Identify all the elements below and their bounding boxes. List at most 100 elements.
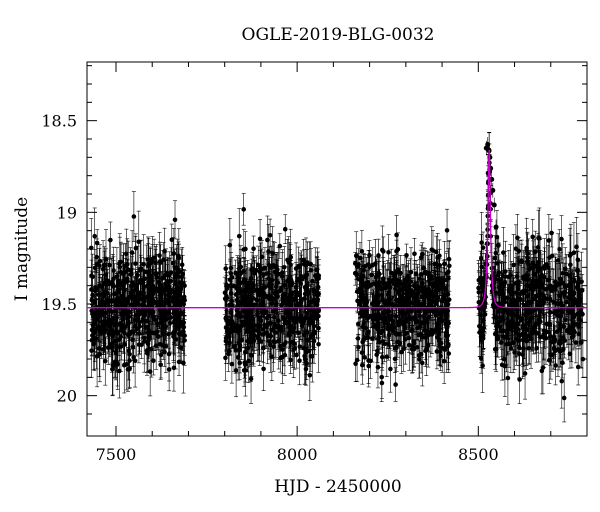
- data-point: [170, 298, 175, 304]
- data-point: [269, 354, 275, 360]
- data-point: [147, 280, 153, 286]
- data-point: [255, 298, 260, 303]
- data-point: [254, 288, 260, 294]
- data-point: [273, 263, 279, 269]
- data-point: [95, 324, 101, 329]
- data-point: [250, 323, 256, 328]
- data-point: [119, 327, 124, 333]
- data-point: [228, 265, 234, 271]
- data-point: [262, 294, 267, 300]
- data-point: [259, 266, 264, 272]
- data-point: [137, 267, 143, 273]
- data-point: [272, 269, 278, 275]
- data-point: [288, 254, 294, 260]
- data-point: [245, 345, 250, 351]
- data-point: [103, 272, 108, 278]
- data-point: [158, 362, 163, 368]
- data-point: [282, 316, 287, 322]
- data-point: [282, 282, 287, 288]
- data-point: [241, 207, 246, 212]
- data-point: [227, 277, 233, 283]
- data-point: [240, 319, 245, 325]
- data-point: [315, 274, 321, 280]
- data-point: [264, 315, 270, 321]
- data-point: [112, 291, 117, 297]
- data-point: [92, 233, 98, 239]
- data-point: [266, 283, 272, 289]
- data-point: [239, 301, 244, 306]
- data-point: [304, 272, 310, 278]
- data-point: [178, 345, 184, 351]
- data-point: [176, 253, 181, 259]
- data-point: [176, 359, 182, 365]
- data-point: [162, 307, 168, 313]
- data-point: [227, 302, 232, 308]
- data-point: [102, 300, 108, 306]
- data-point: [271, 324, 277, 330]
- data-point: [303, 366, 309, 372]
- data-point: [265, 237, 270, 243]
- data-point: [146, 338, 151, 343]
- data-point: [177, 280, 182, 285]
- data-point: [141, 335, 147, 341]
- data-point: [92, 288, 98, 294]
- data-point: [307, 372, 313, 378]
- data-point: [224, 283, 229, 289]
- data-point: [171, 330, 177, 336]
- data-point: [168, 270, 174, 275]
- chart-title: OGLE-2019-BLG-0032: [242, 25, 435, 45]
- data-point: [110, 363, 116, 368]
- data-point: [283, 301, 289, 306]
- data-point: [236, 327, 242, 332]
- data-point: [141, 298, 147, 304]
- data-point: [299, 323, 305, 329]
- data-point: [97, 346, 102, 351]
- data-point: [125, 278, 130, 284]
- data-point: [163, 344, 169, 349]
- data-point: [359, 248, 365, 254]
- data-point: [256, 323, 262, 328]
- data-point: [237, 272, 242, 278]
- data-point: [153, 330, 158, 336]
- data-point: [310, 278, 315, 284]
- data-point: [129, 250, 135, 255]
- data-point: [179, 262, 185, 268]
- data-point: [105, 345, 111, 350]
- data-point: [100, 347, 106, 352]
- data-point: [170, 260, 176, 266]
- data-point: [130, 288, 136, 294]
- data-point: [150, 256, 155, 262]
- data-point: [165, 299, 170, 304]
- data-point: [108, 319, 114, 325]
- data-point: [253, 328, 259, 333]
- data-point: [316, 313, 321, 319]
- data-point: [94, 240, 100, 246]
- data-point: [138, 296, 144, 302]
- data-point: [166, 279, 172, 284]
- data-point: [308, 354, 314, 359]
- data-point: [141, 261, 147, 267]
- data-point: [133, 261, 138, 266]
- data-point: [115, 278, 121, 284]
- data-point: [276, 339, 282, 344]
- data-point: [227, 242, 233, 248]
- data-point: [304, 361, 309, 366]
- data-point: [227, 327, 233, 332]
- data-point: [289, 280, 295, 286]
- data-point: [234, 297, 240, 303]
- data-point: [181, 360, 186, 366]
- data-point: [355, 336, 361, 341]
- data-point: [131, 214, 137, 219]
- data-point: [265, 333, 270, 339]
- data-point: [298, 274, 304, 279]
- data-point: [274, 301, 279, 306]
- data-point: [316, 341, 321, 347]
- data-point: [163, 285, 169, 291]
- data-point: [261, 366, 266, 372]
- data-point: [305, 291, 310, 296]
- data-point: [297, 358, 302, 364]
- data-point: [255, 262, 261, 268]
- data-point: [148, 310, 153, 316]
- data-point: [124, 251, 129, 257]
